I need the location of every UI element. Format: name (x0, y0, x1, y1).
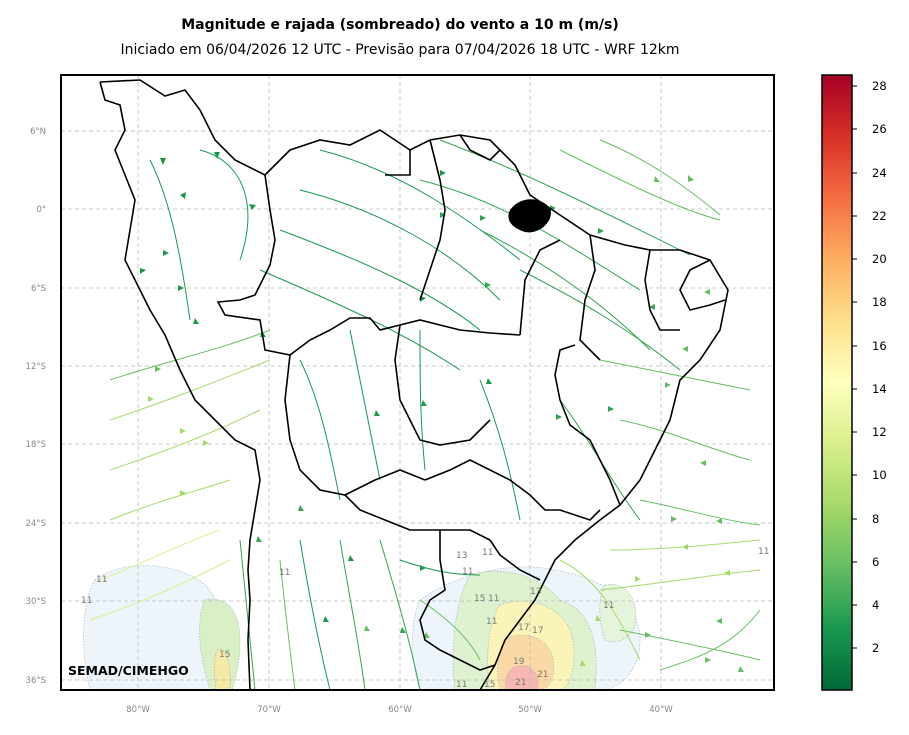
colorbar-tick: 14 (872, 382, 887, 396)
colorbar-tick: 4 (872, 598, 879, 612)
contour-label: 13 (456, 551, 467, 561)
contour-label: 11 (486, 617, 497, 627)
lat-label: 24°S (26, 519, 46, 529)
lat-label: 6°N (30, 127, 46, 137)
credit-label: SEMAD/CIMEHGO (68, 663, 189, 678)
contour-label: 11 (758, 547, 769, 557)
lat-label: 36°S (26, 676, 46, 686)
lat-label: 30°S (26, 597, 46, 607)
contour-label: 11 (456, 680, 467, 690)
latitude-labels: 6°N 0° 6°S 12°S 18°S 24°S 30°S 36°S (26, 127, 46, 686)
contour-label: 19 (513, 657, 525, 667)
map-area (61, 75, 774, 690)
contour-label: 17 (532, 626, 543, 636)
lon-label: 70°W (257, 705, 281, 715)
contour-label: 11 (96, 575, 107, 585)
contour-labels: 11 11 11 11 13 11 11 15 11 11 13 17 17 1… (81, 547, 769, 690)
colorbar-tick: 22 (872, 209, 887, 223)
island-shape (508, 199, 551, 233)
contour-label: 11 (482, 548, 493, 558)
contour-label: 11 (279, 568, 290, 578)
colorbar-tick: 10 (872, 468, 887, 482)
colorbar-tick: 12 (872, 425, 887, 439)
map-subtitle: Iniciado em 06/04/2026 12 UTC - Previsão… (120, 42, 680, 58)
colorbar-tick: 6 (872, 555, 879, 569)
lat-label: 12°S (26, 362, 46, 372)
contour-label: 11 (488, 594, 499, 604)
colorbar-tick: 20 (872, 252, 887, 266)
contour-label: 15 (219, 650, 230, 660)
colorbar-tick: 2 (872, 641, 879, 655)
map-title: Magnitude e rajada (sombreado) do vento … (181, 17, 619, 33)
contour-label: 17 (518, 623, 529, 633)
colorbar-tick: 18 (872, 295, 887, 309)
wind-gust-shading (83, 565, 641, 690)
colorbar-tick: 24 (872, 166, 887, 180)
contour-label: 13 (530, 587, 541, 597)
contour-label: 15 (484, 680, 495, 690)
lon-label: 40°W (649, 705, 673, 715)
lat-label: 0° (36, 205, 46, 215)
contour-label: 21 (537, 670, 548, 680)
colorbar: 2 4 6 8 10 12 14 16 18 20 22 24 26 28 (821, 74, 887, 691)
longitude-labels: 80°W 70°W 60°W 50°W 40°W (126, 705, 673, 715)
contour-label: 11 (603, 601, 614, 611)
colorbar-tick: 26 (872, 122, 887, 136)
colorbar-tick: 8 (872, 512, 879, 526)
lon-label: 80°W (126, 705, 150, 715)
graticule (61, 75, 774, 690)
contour-label: 11 (81, 596, 92, 606)
contour-label: 15 (474, 594, 485, 604)
lat-label: 18°S (26, 440, 46, 450)
map-frame (60, 74, 775, 691)
lon-label: 60°W (388, 705, 412, 715)
lon-label: 50°W (518, 705, 542, 715)
contour-label: 21 (515, 678, 526, 688)
colorbar-tick: 28 (872, 79, 887, 93)
colorbar-gradient (821, 74, 853, 691)
contour-label: 11 (462, 567, 473, 577)
lat-label: 6°S (31, 284, 46, 294)
coastlines-borders (99, 79, 729, 690)
colorbar-tick: 16 (872, 339, 887, 353)
